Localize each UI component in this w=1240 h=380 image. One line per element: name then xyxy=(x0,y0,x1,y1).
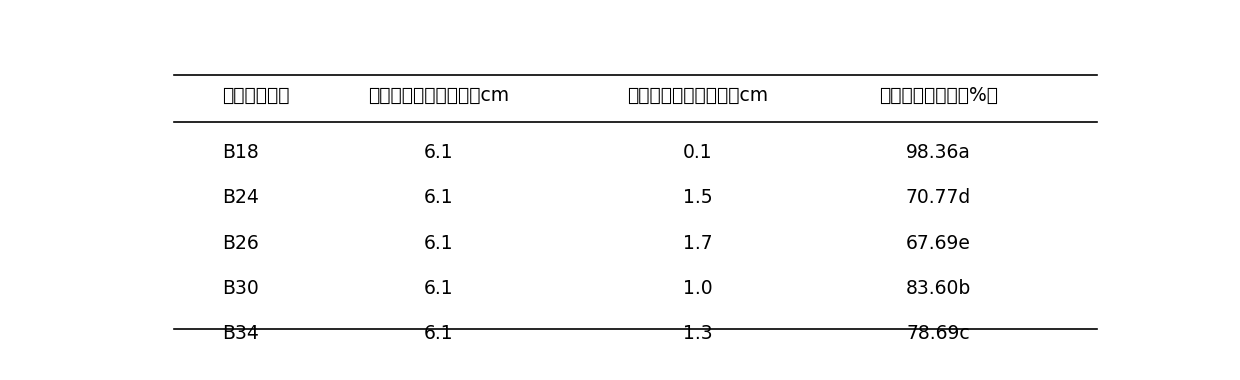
Text: 1.0: 1.0 xyxy=(683,279,713,298)
Text: 6.1: 6.1 xyxy=(424,279,454,298)
Text: 78.69c: 78.69c xyxy=(906,324,970,343)
Text: B30: B30 xyxy=(222,279,259,298)
Text: 83.60b: 83.60b xyxy=(905,279,971,298)
Text: 0.1: 0.1 xyxy=(683,143,713,162)
Text: 6.1: 6.1 xyxy=(424,188,454,207)
Text: 1.7: 1.7 xyxy=(683,234,713,253)
Text: B18: B18 xyxy=(222,143,259,162)
Text: 1.5: 1.5 xyxy=(683,188,713,207)
Text: 内生细菌菌株: 内生细菌菌株 xyxy=(222,86,290,105)
Text: 6.1: 6.1 xyxy=(424,234,454,253)
Text: B26: B26 xyxy=(222,234,259,253)
Text: B34: B34 xyxy=(222,324,259,343)
Text: 对照菌落净生长直径：cm: 对照菌落净生长直径：cm xyxy=(368,86,510,105)
Text: 处理菌落净生长直径：cm: 处理菌落净生长直径：cm xyxy=(627,86,769,105)
Text: 1.3: 1.3 xyxy=(683,324,713,343)
Text: 6.1: 6.1 xyxy=(424,143,454,162)
Text: 菌落生长抑制率（%）: 菌落生长抑制率（%） xyxy=(879,86,998,105)
Text: B24: B24 xyxy=(222,188,259,207)
Text: 70.77d: 70.77d xyxy=(905,188,971,207)
Text: 6.1: 6.1 xyxy=(424,324,454,343)
Text: 67.69e: 67.69e xyxy=(905,234,971,253)
Text: 98.36a: 98.36a xyxy=(905,143,971,162)
